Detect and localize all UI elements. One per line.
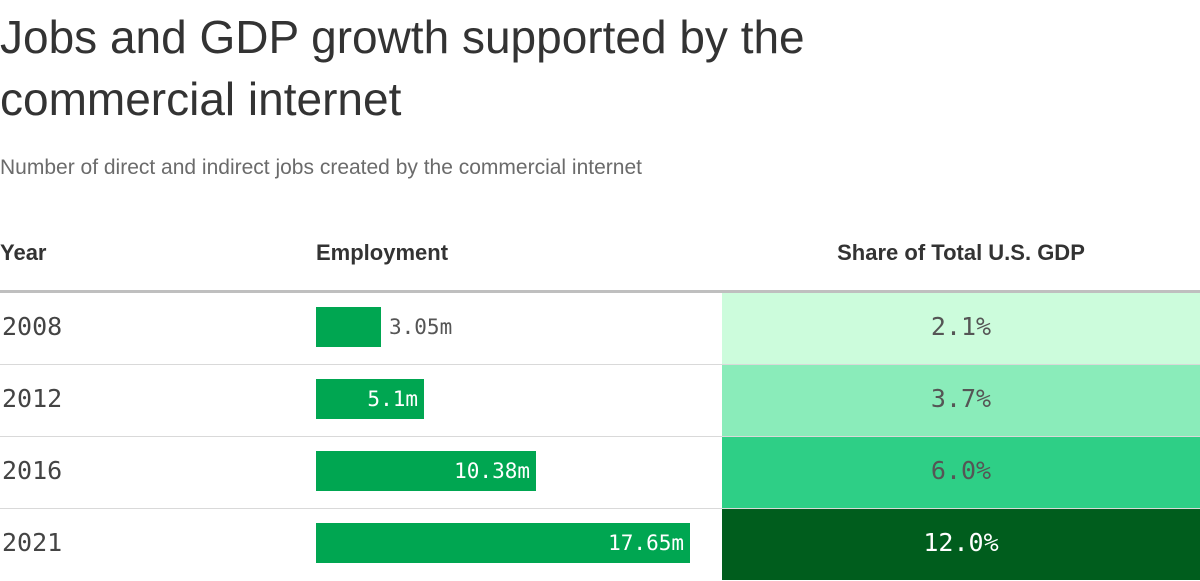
year-cell: 2008 (2, 312, 63, 341)
table-row: 2021 17.65m 12.0% (0, 509, 1200, 581)
gdp-share-cell: 3.7% (722, 365, 1200, 436)
employment-label: 5.1m (367, 387, 418, 411)
table-row: 2016 10.38m 6.0% (0, 437, 1200, 509)
employment-cell: 5.1m (316, 379, 722, 419)
column-header-year: Year (0, 240, 47, 265)
chart-title: Jobs and GDP growth supported by the com… (0, 11, 805, 125)
row-divider (0, 436, 1200, 437)
employment-bar (316, 451, 536, 491)
employment-cell: 10.38m (316, 451, 722, 491)
gdp-share-cell: 12.0% (722, 509, 1200, 580)
table-row: 2008 3.05m 2.1% (0, 293, 1200, 365)
gdp-share-cell: 6.0% (722, 437, 1200, 508)
employment-label: 3.05m (389, 315, 453, 339)
employment-bar (316, 307, 381, 347)
employment-bar (316, 379, 424, 419)
year-cell: 2021 (2, 528, 63, 557)
employment-cell: 3.05m (316, 307, 722, 347)
employment-bar (316, 523, 690, 563)
employment-label: 17.65m (608, 531, 684, 555)
year-cell: 2016 (2, 456, 63, 485)
table-body: 2008 3.05m 2.1% 2012 5.1m 3.7% 2016 10.3… (0, 293, 1200, 581)
chart-subtitle: Number of direct and indirect jobs creat… (0, 156, 642, 179)
row-divider (0, 508, 1200, 509)
employment-cell: 17.65m (316, 523, 722, 563)
employment-label: 10.38m (454, 459, 530, 483)
table-row: 2012 5.1m 3.7% (0, 365, 1200, 437)
year-cell: 2012 (2, 384, 63, 413)
column-header-gdp-share: Share of Total U.S. GDP (837, 240, 1085, 265)
row-divider (0, 364, 1200, 365)
header-divider (0, 290, 1200, 293)
column-header-employment: Employment (316, 240, 449, 265)
gdp-share-cell: 2.1% (722, 293, 1200, 364)
